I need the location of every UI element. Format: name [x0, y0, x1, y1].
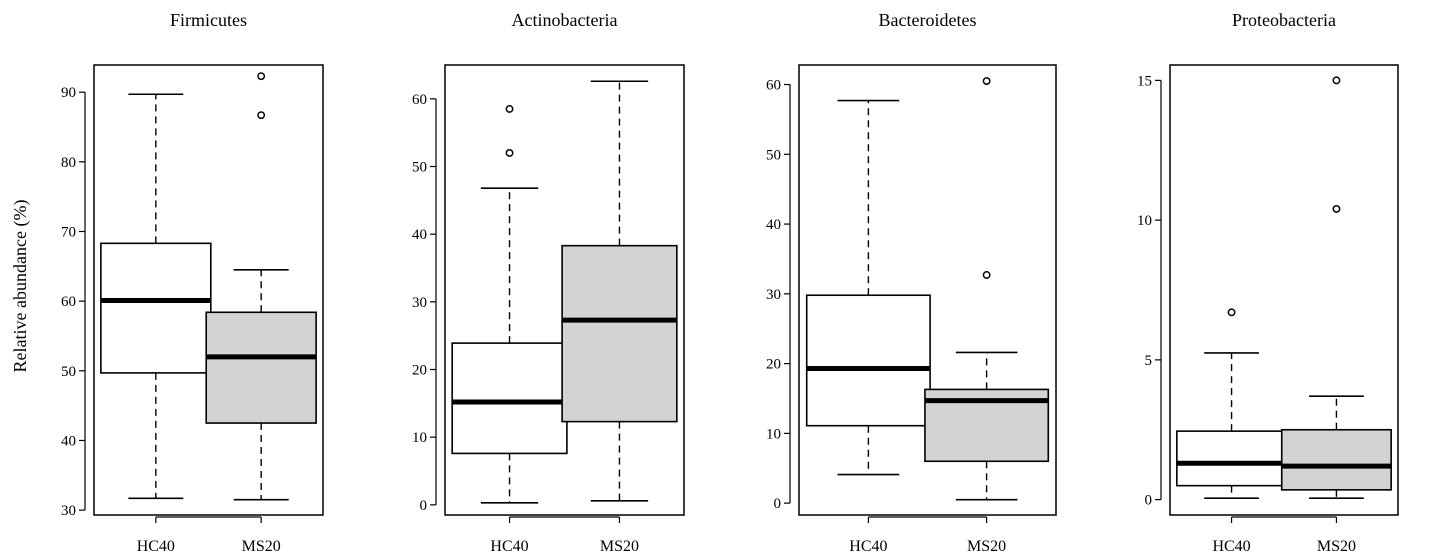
y-tick-label: 90 — [61, 85, 76, 101]
panel-actinobacteria: Actinobacteria 0 10 20 30 40 50 60 HC40 MS20 — [412, 10, 685, 555]
box-ms20: MS20 — [561, 80, 678, 555]
box-hc40: HC40 — [100, 93, 212, 555]
y-axis-label: Relative abundance (%) — [10, 200, 31, 373]
y-tick-label: 30 — [766, 287, 781, 303]
panel-proteobacteria: Proteobacteria 0 5 10 15 HC40 MS20 — [1137, 10, 1399, 555]
box-ms20: MS20 — [924, 77, 1050, 555]
x-tick-label: MS20 — [967, 538, 1006, 555]
y-tick-label: 10 — [412, 430, 427, 446]
y-tick-label: 10 — [766, 426, 781, 442]
box-hc40: HC40 — [1176, 308, 1288, 555]
box-ms20: MS20 — [1280, 76, 1392, 555]
y-tick-label: 60 — [412, 92, 427, 108]
y-tick-label: 30 — [412, 295, 427, 311]
plot-frame — [798, 64, 1057, 516]
y-tick-label: 0 — [1145, 493, 1153, 509]
box-ms20: MS20 — [205, 72, 317, 555]
y-tick-label: 60 — [766, 78, 781, 94]
iqr-box — [100, 242, 212, 374]
panel-title: Firmicutes — [170, 10, 247, 30]
y-tick-label: 15 — [1137, 73, 1152, 89]
y-tick-label: 0 — [774, 496, 782, 512]
box-hc40: HC40 — [451, 105, 568, 555]
y-tick-label: 50 — [61, 364, 76, 380]
y-tick-label: 60 — [61, 294, 76, 310]
outlier-point — [1332, 204, 1341, 213]
outlier-point — [982, 77, 991, 85]
y-tick-label: 20 — [766, 357, 781, 373]
outlier-point — [257, 72, 266, 81]
x-tick-label: HC40 — [1212, 538, 1250, 555]
panel-title: Actinobacteria — [512, 10, 618, 30]
plot-frame — [444, 64, 685, 516]
panel-title: Bacteroidetes — [879, 10, 977, 30]
y-tick-label: 50 — [412, 160, 427, 176]
y-tick-label: 70 — [61, 224, 76, 240]
y-tick-label: 80 — [61, 155, 76, 171]
x-tick-label: HC40 — [137, 538, 175, 555]
x-tick-label: MS20 — [1317, 538, 1356, 555]
plot-frame — [93, 64, 324, 516]
panel-title: Proteobacteria — [1232, 10, 1336, 30]
outlier-point — [1332, 76, 1341, 85]
y-tick-label: 20 — [412, 363, 427, 379]
x-tick-label: MS20 — [600, 538, 639, 555]
outlier-point — [505, 105, 514, 113]
iqr-box — [205, 311, 317, 424]
panel-bacteroidetes: Bacteroidetes 0 10 20 30 40 50 60 HC40 MS20 — [766, 10, 1057, 555]
x-tick-label: MS20 — [242, 538, 281, 555]
iqr-box — [1176, 430, 1288, 487]
plot-frame — [1169, 64, 1399, 516]
y-tick-label: 40 — [412, 227, 427, 243]
outlier-point — [982, 271, 991, 279]
x-tick-label: HC40 — [849, 538, 887, 555]
y-tick-label: 40 — [61, 433, 76, 449]
outlier-point — [1227, 308, 1236, 317]
box-hc40: HC40 — [805, 99, 931, 555]
x-tick-label: HC40 — [490, 538, 528, 555]
y-tick-label: 10 — [1137, 213, 1152, 229]
iqr-box — [561, 244, 678, 423]
y-tick-label: 50 — [766, 147, 781, 163]
y-tick-label: 30 — [61, 503, 76, 519]
outlier-point — [257, 111, 266, 120]
y-tick-label: 0 — [420, 498, 428, 514]
y-tick-label: 40 — [766, 217, 781, 233]
panel-firmicutes: Firmicutes 30 40 50 60 70 80 90 HC40 MS20 — [61, 10, 324, 555]
iqr-box — [805, 294, 931, 427]
outlier-point — [505, 149, 514, 157]
iqr-box — [451, 342, 568, 455]
y-tick-label: 5 — [1145, 353, 1153, 369]
iqr-box — [1280, 428, 1392, 491]
